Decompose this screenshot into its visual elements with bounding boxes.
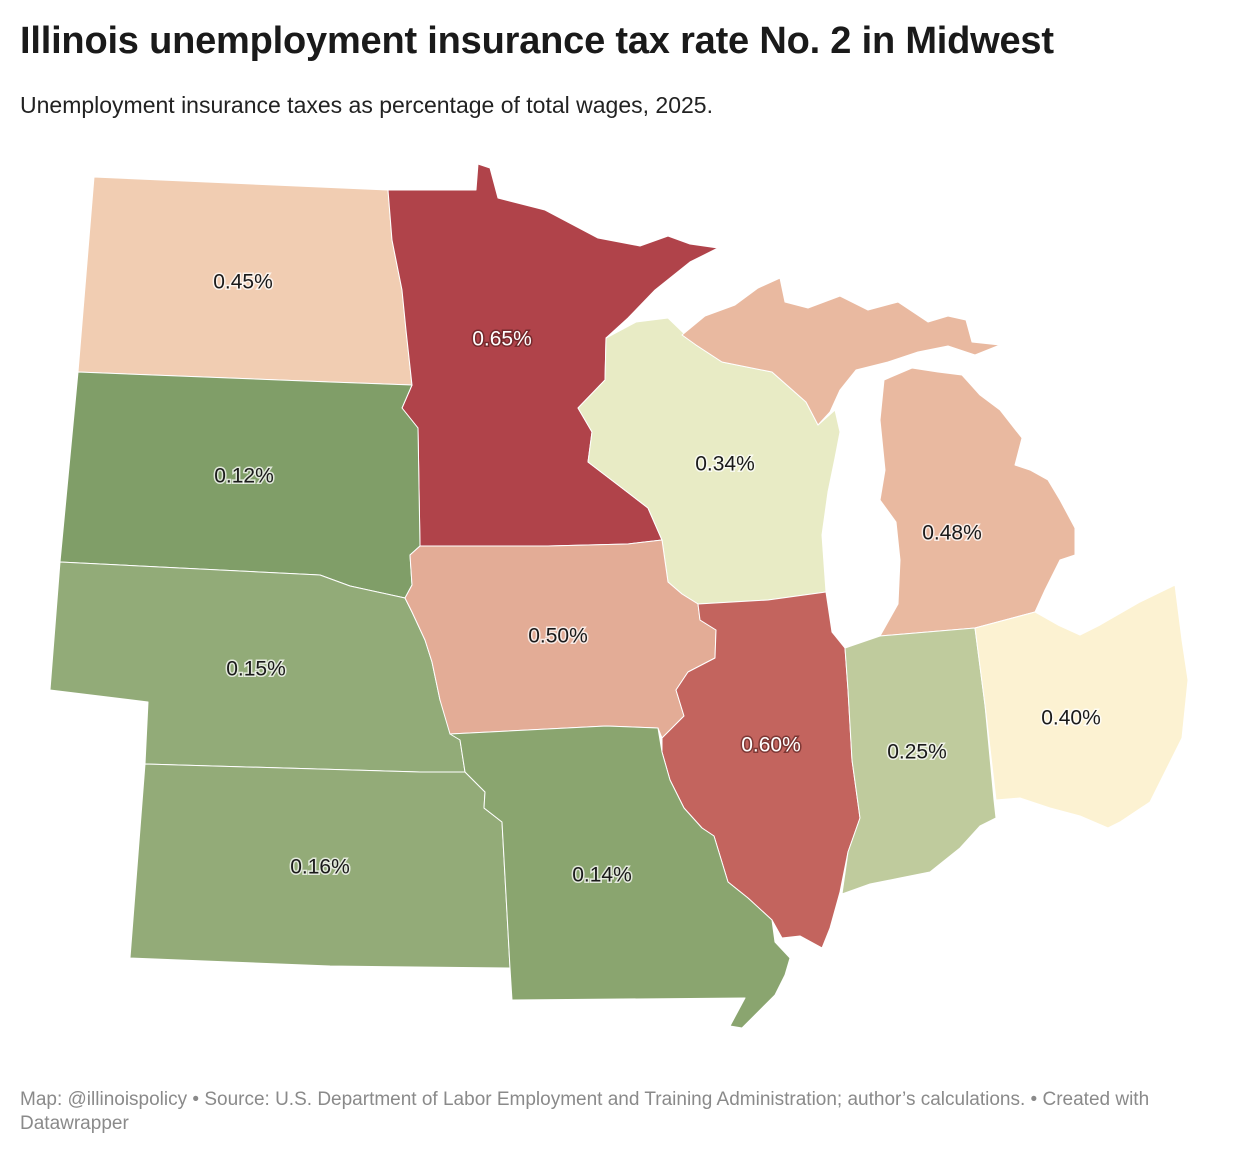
state-michigan-upper[interactable] [681,277,1001,426]
value-label-michigan: 0.48% [922,522,982,545]
value-label-missouri: 0.14% [572,864,632,887]
value-label-south-dakota: 0.12% [214,465,274,488]
state-michigan-lower[interactable] [879,367,1076,637]
value-label-nebraska: 0.15% [226,658,286,681]
value-label-north-dakota: 0.45% [213,271,273,294]
chart-title: Illinois unemployment insurance tax rate… [20,20,1054,62]
value-label-illinois: 0.60% [741,734,801,757]
chart-subtitle: Unemployment insurance taxes as percenta… [20,92,713,118]
value-label-kansas: 0.16% [290,856,350,879]
value-label-ohio: 0.40% [1041,707,1101,730]
state-ohio[interactable] [974,584,1189,829]
value-label-minnesota: 0.65% [472,328,532,351]
source-credit: Map: @illinoispolicy • Source: U.S. Depa… [20,1089,1150,1134]
state-missouri[interactable] [449,725,791,1029]
value-label-iowa: 0.50% [528,625,588,648]
value-label-wisconsin: 0.34% [695,453,755,476]
midwest-map: 0.45% 0.65% 0.34% 0.48% 0.12% 0.15% 0.50% 0.60%… [49,163,1189,1029]
value-label-indiana: 0.25% [887,741,947,764]
